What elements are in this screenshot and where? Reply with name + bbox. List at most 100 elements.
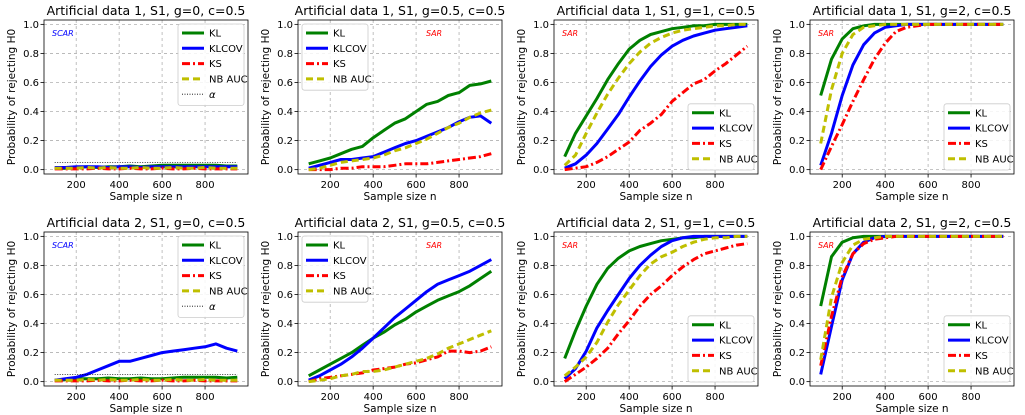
mechanism-annotation: SCAR [52, 29, 74, 38]
x-tick-label: 800 [450, 392, 469, 403]
y-tick-label: 1.0 [23, 232, 39, 243]
x-tick-label: 400 [620, 392, 639, 403]
x-axis-label: Sample size n [875, 191, 948, 203]
legend-label-ks: KS [209, 271, 222, 282]
legend: KL KLCOV KS NB AUC [943, 103, 1014, 171]
plot-frame [809, 231, 1015, 387]
legend-label-alpha: α [209, 90, 216, 101]
legend-label-klcov: KLCOV [209, 256, 243, 267]
y-tick-label: 0.4 [533, 319, 549, 330]
x-axis-label: Sample size n [875, 403, 948, 415]
series-line-nb-auc [819, 22, 1004, 144]
x-tick-label: 800 [706, 180, 725, 191]
y-tick-label: 0.6 [533, 78, 549, 89]
mechanism-annotation: SAR [426, 241, 442, 250]
plot-frame [553, 231, 759, 387]
plot-title: Artificial data 1, S1, g=0.5, c=0.5 [295, 3, 506, 18]
legend-label-klcov: KLCOV [209, 44, 243, 55]
x-axis-label: Sample size n [363, 403, 436, 415]
y-tick-label: 0.0 [23, 377, 39, 388]
subplot-4: Artificial data 1, S1, g=2, c=0.5 200 400 6… [772, 3, 1015, 203]
y-tick-label: 1.0 [277, 232, 293, 243]
x-tick-label: 200 [321, 392, 340, 403]
x-tick-label: 400 [620, 180, 639, 191]
y-tick-label: 1.0 [789, 232, 805, 243]
legend-box [687, 315, 755, 383]
x-tick-label: 600 [663, 392, 682, 403]
plot-frame [43, 231, 249, 387]
series-line-nb-auc [308, 108, 492, 172]
series-line-kl [819, 22, 1004, 96]
y-tick-label: 0.4 [23, 107, 39, 118]
legend-label-nb-auc: NB AUC [333, 287, 372, 298]
x-tick-label: 400 [110, 392, 129, 403]
y-tick-label: 0.2 [533, 136, 549, 147]
series-line-nb-auc [819, 234, 1004, 361]
plot-title: Artificial data 1, S1, g=1, c=0.5 [557, 3, 756, 18]
legend-box [177, 23, 245, 106]
y-tick-label: 0.6 [789, 290, 805, 301]
legend-label-kl: KL [719, 108, 732, 119]
legend-box [687, 103, 755, 171]
y-tick-label: 1.0 [277, 20, 293, 31]
legend-label-kl: KL [975, 320, 988, 331]
legend-label-ks: KS [333, 271, 346, 282]
legend: KL KLCOV KS NB AUC [301, 23, 372, 91]
x-tick-label: 800 [196, 180, 215, 191]
plot-frame [297, 231, 503, 387]
x-tick-label: 400 [876, 392, 895, 403]
plot-title: Artificial data 1, S1, g=2, c=0.5 [813, 3, 1012, 18]
y-tick-label: 0.6 [23, 78, 39, 89]
y-tick-label: 0.8 [789, 49, 805, 60]
subplot-2: Artificial data 1, S1, g=0.5, c=0.5 200 40… [260, 3, 505, 203]
y-tick-label: 0.4 [23, 319, 39, 330]
x-tick-label: 600 [663, 180, 682, 191]
y-tick-label: 0.4 [789, 319, 805, 330]
y-tick-label: 0.4 [789, 107, 805, 118]
x-tick-label: 800 [706, 392, 725, 403]
legend-label-klcov: KLCOV [975, 124, 1009, 135]
plot-frame [809, 19, 1015, 175]
y-axis-label: Probability of rejecting H0 [516, 29, 528, 165]
series-line-kl [307, 269, 493, 378]
x-tick-label: 600 [153, 180, 172, 191]
plot-frame [43, 19, 249, 175]
y-tick-label: 0.4 [277, 319, 293, 330]
y-tick-label: 0.0 [789, 165, 805, 176]
x-tick-label: 600 [153, 392, 172, 403]
legend: KL KLCOV KS NB AUC α [177, 235, 248, 318]
series-line-nb-auc [308, 329, 492, 384]
y-tick-label: 0.6 [277, 290, 293, 301]
legend-label-ks: KS [975, 351, 988, 362]
legend-label-nb-auc: NB AUC [333, 75, 372, 86]
plot-title: Artificial data 2, S1, g=0.5, c=0.5 [295, 215, 506, 230]
x-tick-label: 600 [407, 392, 426, 403]
legend-label-ks: KS [719, 351, 732, 362]
x-axis-label: Sample size n [363, 191, 436, 203]
y-tick-label: 0.8 [277, 49, 293, 60]
plot-title: Artificial data 2, S1, g=0, c=0.5 [47, 215, 246, 230]
series-line-klcov [54, 342, 238, 382]
legend-label-nb-auc: NB AUC [975, 366, 1014, 377]
legend-label-kl: KL [333, 241, 346, 252]
legend-label-alpha: α [209, 302, 216, 313]
legend-box [943, 315, 1011, 383]
legend-label-kl: KL [209, 241, 222, 252]
legend-label-kl: KL [333, 29, 346, 40]
series-line-klcov [308, 114, 493, 170]
legend-label-nb-auc: NB AUC [719, 154, 758, 165]
y-tick-label: 0.8 [533, 49, 549, 60]
legend-label-ks: KS [975, 139, 988, 150]
y-tick-label: 0.6 [23, 290, 39, 301]
series-line-nb-auc [563, 234, 748, 377]
y-tick-label: 0.4 [277, 107, 293, 118]
x-tick-label: 800 [196, 392, 215, 403]
y-tick-label: 0.2 [789, 136, 805, 147]
legend-label-klcov: KLCOV [975, 336, 1009, 347]
y-tick-label: 0.6 [533, 290, 549, 301]
y-tick-label: 1.0 [23, 20, 39, 31]
x-tick-label: 200 [67, 392, 86, 403]
mechanism-annotation: SAR [818, 241, 834, 250]
y-tick-label: 0.0 [23, 165, 39, 176]
